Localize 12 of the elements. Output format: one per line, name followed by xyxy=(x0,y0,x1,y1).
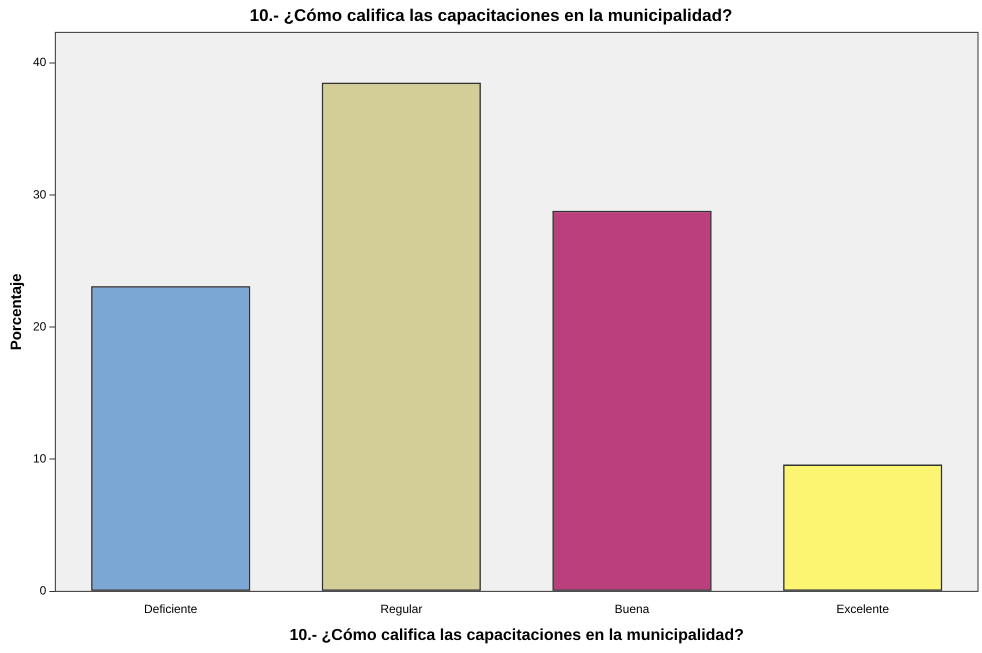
x-tick-label: Excelente xyxy=(836,602,890,616)
x-tick-label: Buena xyxy=(614,602,650,616)
chart-title: 10.- ¿Cómo califica las capacitaciones en la municipalidad? xyxy=(250,6,732,25)
y-tick-label: 20 xyxy=(32,319,47,334)
y-tick-label: 40 xyxy=(32,55,47,70)
x-tick-label: Deficiente xyxy=(144,602,198,616)
y-axis-title: Porcentaje xyxy=(8,274,26,350)
x-axis-title: 10.- ¿Cómo califica las capacitaciones en la municipalidad? xyxy=(289,626,744,644)
x-tick-label: Regular xyxy=(380,602,422,616)
y-tick-label: 10 xyxy=(32,452,47,466)
y-tick-label: 30 xyxy=(32,187,47,202)
y-tick-label: 0 xyxy=(40,584,47,598)
